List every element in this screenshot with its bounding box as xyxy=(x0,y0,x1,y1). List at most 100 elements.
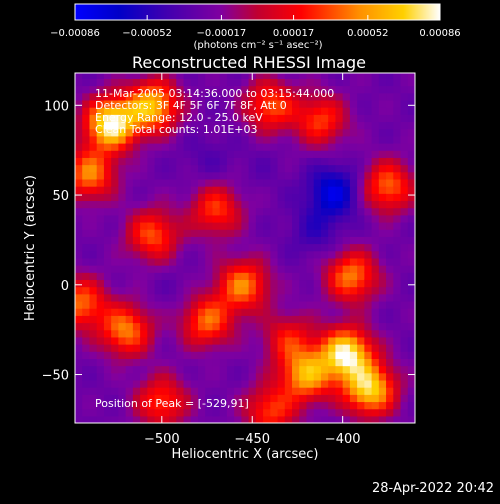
heatmap-cell xyxy=(407,229,415,237)
heatmap-cell xyxy=(270,315,279,324)
heatmap-cell xyxy=(378,243,387,252)
heatmap-cell xyxy=(212,78,221,87)
heatmap-cell xyxy=(241,207,250,216)
heatmap-cell xyxy=(386,286,394,295)
heatmap-cell xyxy=(219,171,228,180)
heatmap-cell xyxy=(154,128,163,137)
heatmap-cell xyxy=(103,107,112,115)
heatmap-cell xyxy=(335,229,344,237)
heatmap-cell xyxy=(96,229,105,237)
heatmap-cell xyxy=(103,236,112,245)
heatmap-cell xyxy=(400,107,409,115)
heatmap-cell xyxy=(263,214,271,223)
heatmap-cell xyxy=(125,150,134,158)
heatmap-cell xyxy=(400,73,409,79)
heatmap-cell xyxy=(349,143,358,151)
heatmap-cell xyxy=(320,257,329,266)
heatmap-cell xyxy=(75,372,83,381)
heatmap-cell xyxy=(292,214,300,223)
heatmap-cell xyxy=(140,372,148,381)
heatmap-cell xyxy=(219,336,228,345)
heatmap-cell xyxy=(371,207,380,216)
heatmap-cell xyxy=(320,351,329,359)
heatmap-cell xyxy=(349,200,358,209)
heatmap-cell xyxy=(154,272,163,281)
heatmap-cell xyxy=(371,394,380,403)
heatmap-cell xyxy=(313,193,322,202)
heatmap-cell xyxy=(335,200,344,209)
heatmap-cell xyxy=(205,372,214,381)
heatmap-cell xyxy=(371,236,380,245)
heatmap-cell xyxy=(140,365,148,374)
heatmap-cell xyxy=(320,186,329,194)
heatmap-cell xyxy=(335,372,344,381)
heatmap-cell xyxy=(212,272,221,281)
heatmap-cell xyxy=(349,257,358,266)
heatmap-cell xyxy=(277,121,286,130)
heatmap-cell xyxy=(284,164,293,173)
heatmap-cell xyxy=(306,250,315,259)
heatmap-cell xyxy=(197,257,206,266)
heatmap-cell xyxy=(169,336,177,345)
heatmap-cell xyxy=(118,128,127,137)
heatmap-cell xyxy=(154,92,163,101)
heatmap-cell xyxy=(255,78,264,87)
heatmap-cell xyxy=(118,200,127,209)
heatmap-cell xyxy=(270,214,279,223)
x-tick-label: −500 xyxy=(144,432,180,447)
heatmap-cell xyxy=(255,322,264,331)
heatmap-cell xyxy=(205,207,214,216)
heatmap-cell xyxy=(154,186,163,194)
heatmap-cell xyxy=(183,300,192,309)
heatmap-cell xyxy=(277,300,286,309)
heatmap-cell xyxy=(169,78,177,87)
heatmap-cell xyxy=(169,344,177,352)
heatmap-cell xyxy=(400,272,409,281)
heatmap-cell xyxy=(306,200,315,209)
heatmap-cell xyxy=(197,78,206,87)
heatmap-cell xyxy=(212,85,221,94)
heatmap-cell xyxy=(226,272,235,281)
heatmap-cell xyxy=(147,308,156,316)
heatmap-cell xyxy=(190,171,199,180)
heatmap-cell xyxy=(183,178,192,187)
heatmap-cell xyxy=(386,236,394,245)
heatmap-cell xyxy=(320,107,329,115)
heatmap-cell xyxy=(82,107,91,115)
heatmap-cell xyxy=(234,221,242,230)
heatmap-cell xyxy=(255,250,264,259)
heatmap-cell xyxy=(226,265,235,273)
heatmap-cell xyxy=(248,265,257,273)
heatmap-cell xyxy=(176,336,185,345)
heatmap-cell xyxy=(364,250,373,259)
heatmap-cell xyxy=(292,207,300,216)
heatmap-cell xyxy=(400,78,409,87)
heatmap-cell xyxy=(169,415,177,423)
heatmap-cell xyxy=(96,279,105,288)
heatmap-cell xyxy=(255,308,264,316)
x-axis-label: Heliocentric X (arcsec) xyxy=(172,447,319,462)
heatmap-cell xyxy=(342,322,351,331)
heatmap-cell xyxy=(255,415,264,423)
heatmap-cell xyxy=(154,229,163,237)
heatmap-cell xyxy=(147,394,156,403)
heatmap-cell xyxy=(111,336,119,345)
heatmap-cell xyxy=(147,229,156,237)
heatmap-cell xyxy=(75,379,83,388)
heatmap-cell xyxy=(212,293,221,302)
heatmap-cell xyxy=(313,186,322,194)
heatmap-cell xyxy=(169,135,177,144)
heatmap-cell xyxy=(292,78,300,87)
heatmap-cell xyxy=(357,415,365,423)
heatmap-cell xyxy=(255,164,264,173)
heatmap-cell xyxy=(248,365,257,374)
heatmap-cell xyxy=(118,178,127,187)
heatmap-cell xyxy=(349,351,358,359)
heatmap-cell xyxy=(118,387,127,395)
heatmap-cell xyxy=(176,293,185,302)
heatmap-cell xyxy=(357,157,365,166)
heatmap-cell xyxy=(349,150,358,158)
heatmap-cell xyxy=(75,73,83,79)
heatmap-cell xyxy=(176,387,185,395)
heatmap-cell xyxy=(393,221,402,230)
